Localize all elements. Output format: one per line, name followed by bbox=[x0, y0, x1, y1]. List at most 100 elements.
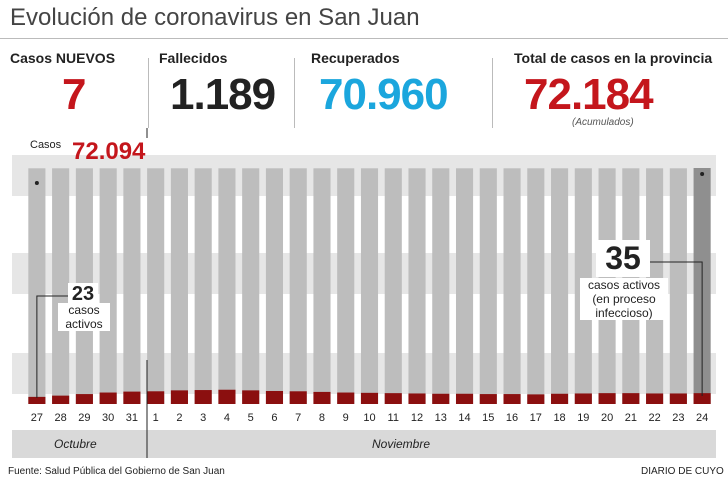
casos-totales-value: 72.094 bbox=[72, 138, 146, 165]
end-active-line3: infeccioso) bbox=[595, 306, 653, 320]
x-tick-label: 1 bbox=[153, 412, 159, 424]
active-bar bbox=[52, 395, 70, 404]
recuperados-label: Recuperados bbox=[311, 50, 400, 66]
active-bar bbox=[503, 394, 521, 404]
active-bar bbox=[242, 390, 260, 404]
month-band bbox=[12, 430, 716, 458]
x-tick-label: 12 bbox=[411, 412, 423, 424]
x-tick-label: 9 bbox=[343, 412, 349, 424]
x-tick-label: 6 bbox=[271, 412, 277, 424]
x-tick-label: 24 bbox=[696, 412, 708, 424]
active-bar bbox=[669, 393, 687, 404]
total-bar bbox=[170, 168, 188, 404]
end-active-text: casos activos (en proceso infeccioso) bbox=[580, 278, 668, 320]
title-divider bbox=[0, 38, 728, 39]
x-tick-label: 13 bbox=[435, 412, 447, 424]
total-bar bbox=[669, 168, 687, 404]
x-tick-label: 5 bbox=[248, 412, 254, 424]
brand-name: DIARIO DE CUYO bbox=[641, 466, 724, 477]
total-label: Total de casos en la provincia bbox=[514, 50, 713, 66]
total-bar bbox=[384, 168, 402, 404]
total-bar bbox=[218, 168, 236, 404]
active-bar bbox=[313, 391, 331, 404]
active-bar bbox=[432, 393, 450, 404]
active-bar bbox=[28, 396, 46, 404]
total-bar bbox=[432, 168, 450, 404]
chart-title: Evolución de coronavirus en San Juan bbox=[10, 4, 420, 31]
month-november: Noviembre bbox=[372, 437, 431, 451]
total-bar bbox=[242, 168, 260, 404]
active-bar bbox=[123, 391, 141, 404]
total-bar bbox=[194, 168, 212, 404]
x-tick-label: 10 bbox=[363, 412, 375, 424]
active-bar bbox=[75, 394, 93, 404]
active-bar bbox=[574, 393, 592, 404]
x-tick-label: 2 bbox=[176, 412, 182, 424]
total-bar bbox=[265, 168, 284, 404]
active-bar bbox=[551, 393, 569, 404]
x-tick-label: 7 bbox=[295, 412, 301, 424]
total-bar bbox=[455, 168, 474, 404]
start-active-number: 23 bbox=[68, 283, 98, 306]
x-tick-label: 11 bbox=[388, 412, 399, 424]
source-note: Fuente: Salud Pública del Gobierno de Sa… bbox=[8, 466, 225, 477]
end-active-line2: (en proceso bbox=[592, 292, 656, 306]
total-bar bbox=[408, 168, 426, 404]
x-tick-label: 28 bbox=[55, 412, 67, 424]
x-tick-label: 21 bbox=[625, 412, 637, 424]
month-october: Octubre bbox=[54, 437, 97, 451]
nuevos-label: Casos NUEVOS bbox=[10, 50, 116, 66]
total-bar bbox=[503, 168, 521, 404]
end-active-number: 35 bbox=[596, 240, 650, 277]
x-tick-label: 30 bbox=[102, 412, 114, 424]
active-bar bbox=[646, 393, 664, 404]
total-bar bbox=[527, 168, 545, 404]
active-bar bbox=[384, 393, 402, 404]
total-bar bbox=[289, 168, 307, 404]
x-tick-label: 3 bbox=[200, 412, 206, 424]
total-bar bbox=[479, 168, 497, 404]
total-bar bbox=[337, 168, 355, 404]
active-bar bbox=[598, 393, 616, 404]
stat-divider bbox=[492, 58, 493, 128]
active-bar bbox=[408, 393, 426, 404]
x-tick-label: 14 bbox=[458, 412, 470, 424]
total-bar bbox=[28, 168, 46, 404]
active-bar bbox=[479, 394, 497, 404]
total-bar bbox=[99, 168, 117, 404]
nuevos-value: 7 bbox=[62, 70, 87, 119]
total-value: 72.184 bbox=[524, 70, 654, 119]
active-bar bbox=[99, 392, 117, 404]
active-bar bbox=[170, 390, 188, 404]
start-leader-line bbox=[36, 295, 68, 398]
active-bar bbox=[693, 393, 711, 404]
stat-divider bbox=[148, 58, 149, 128]
x-tick-label: 20 bbox=[601, 412, 613, 424]
x-tick-label: 29 bbox=[78, 412, 90, 424]
active-bar bbox=[147, 391, 165, 404]
active-bar bbox=[194, 390, 212, 404]
start-active-line1: casos bbox=[68, 303, 100, 317]
active-bar bbox=[455, 393, 474, 404]
x-tick-label: 4 bbox=[224, 412, 230, 424]
active-bar bbox=[622, 393, 640, 404]
active-bar bbox=[265, 390, 284, 404]
fallecidos-label: Fallecidos bbox=[159, 50, 228, 66]
active-bar bbox=[289, 391, 307, 404]
fallecidos-value: 1.189 bbox=[170, 70, 276, 119]
casos-totales-line1: Casos bbox=[30, 139, 62, 151]
start-active-line2: activos bbox=[65, 317, 103, 331]
active-bar bbox=[527, 394, 545, 404]
x-tick-label: 27 bbox=[31, 412, 43, 424]
total-bar bbox=[147, 168, 165, 404]
total-bar bbox=[52, 168, 70, 404]
x-tick-label: 15 bbox=[482, 412, 494, 424]
x-tick-label: 18 bbox=[553, 412, 565, 424]
end-active-line1: casos activos bbox=[587, 278, 661, 292]
x-tick-label: 22 bbox=[648, 412, 660, 424]
total-bar bbox=[360, 168, 379, 404]
end-leader-line bbox=[650, 261, 703, 396]
stat-divider bbox=[294, 58, 295, 128]
x-tick-label: 31 bbox=[126, 412, 138, 424]
